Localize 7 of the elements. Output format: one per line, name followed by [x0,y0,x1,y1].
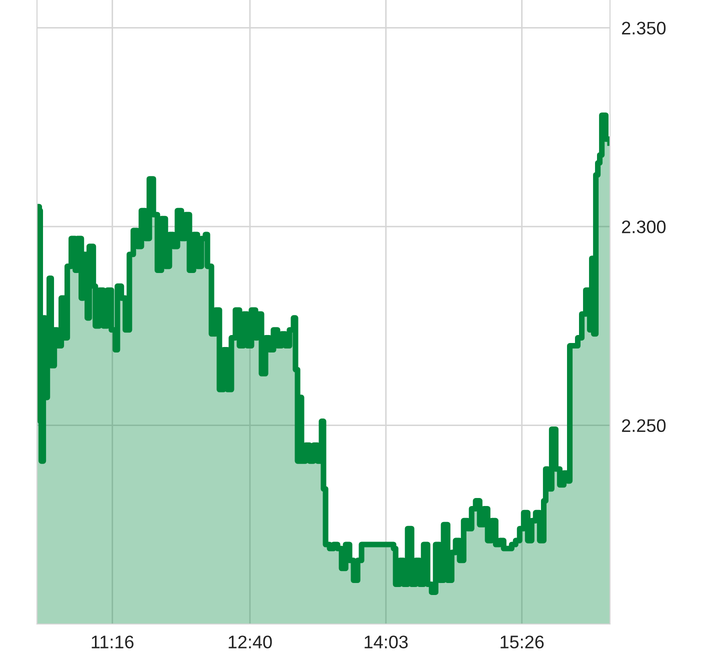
x-tick-label: 14:03 [364,636,408,648]
x-tick-label: 15:26 [500,636,544,648]
y-tick-label: 2.250 [622,419,666,432]
y-tick-label: 2.300 [622,220,666,234]
x-tick-label: 12:40 [228,636,272,648]
x-tick-label: 11:16 [92,636,134,648]
y-tick-label: 2.350 [622,22,666,35]
